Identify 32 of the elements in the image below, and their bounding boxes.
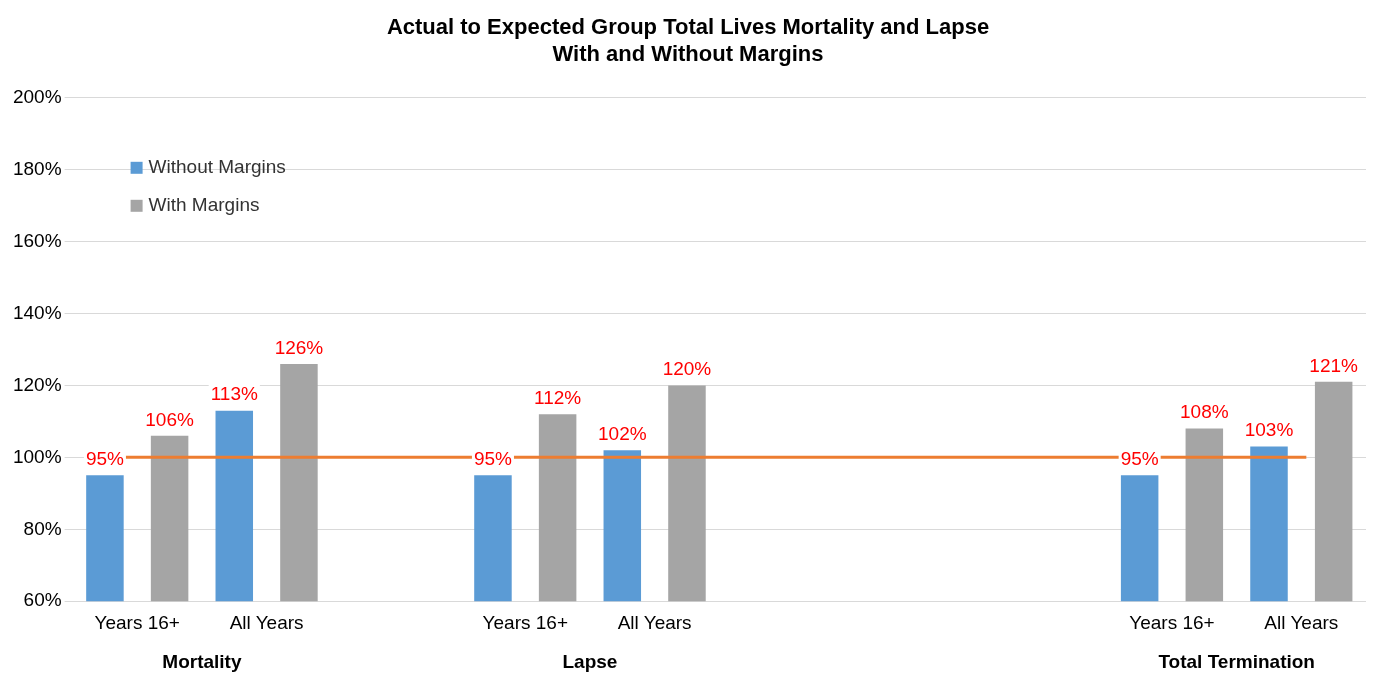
- data-label: 108%: [1180, 401, 1229, 423]
- legend-label: With Margins: [148, 194, 260, 216]
- data-label: 112%: [534, 386, 582, 408]
- x-tick-label: Years 16+: [94, 611, 180, 633]
- data-label: 126%: [274, 336, 324, 358]
- y-tick-label: 100%: [12, 445, 62, 467]
- y-tick-label: 120%: [12, 373, 62, 395]
- data-label: 121%: [1309, 354, 1359, 376]
- text: Total Termination: [1158, 650, 1315, 672]
- legend-label: Without Margins: [148, 156, 286, 178]
- data-label: 120%: [662, 358, 712, 380]
- x-tick-label: Years 16+: [1129, 611, 1215, 633]
- data-label: 103%: [1244, 419, 1294, 441]
- data-label: 95%: [473, 448, 513, 470]
- x-tick-label: All Years: [229, 611, 304, 633]
- x-tick-label: All Years: [1264, 611, 1339, 633]
- text: Mortality: [162, 650, 242, 672]
- data-label: 95%: [85, 448, 125, 470]
- y-tick-label: 140%: [12, 301, 62, 323]
- chart-title: Actual to Expected Group Total Lives Mortality and Lapse With and Without Margins: [386, 14, 990, 66]
- y-tick-label: 80%: [23, 517, 62, 539]
- data-label: 106%: [145, 408, 194, 430]
- y-tick-label: 60%: [23, 589, 62, 611]
- y-tick-label: 160%: [12, 229, 62, 251]
- y-tick-label: 200%: [12, 86, 62, 108]
- data-label: 113%: [210, 383, 258, 405]
- data-label: 102%: [597, 422, 647, 444]
- x-tick-label: All Years: [617, 611, 692, 633]
- x-tick-label: Years 16+: [482, 611, 568, 633]
- data-label: 95%: [1120, 448, 1159, 470]
- text: Lapse: [562, 650, 618, 672]
- y-tick-label: 180%: [12, 157, 62, 179]
